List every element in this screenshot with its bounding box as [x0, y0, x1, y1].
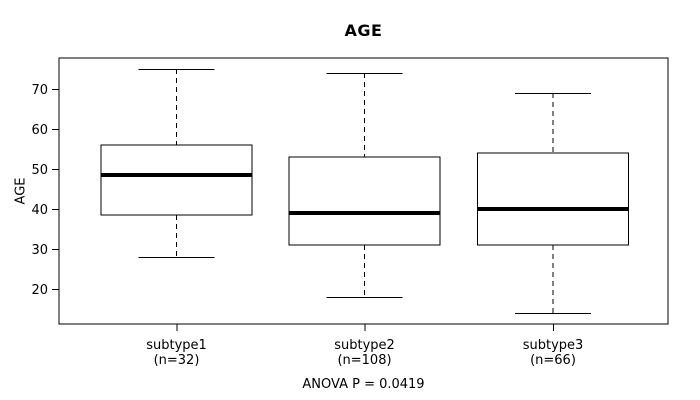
y-tick-label: 50 — [31, 163, 48, 178]
anova-p-text: ANOVA P = 0.0419 — [302, 377, 425, 392]
y-tick-label: 40 — [31, 203, 48, 218]
y-tick-label: 30 — [31, 243, 48, 258]
x-tick-label-subtype1: subtype1 — [146, 338, 207, 353]
chart-title: AGE — [344, 21, 383, 40]
x-tick-sublabel-subtype1: (n=32) — [154, 353, 200, 368]
iqr-box-subtype2 — [288, 156, 441, 246]
iqr-box-subtype1 — [100, 144, 253, 216]
x-tick-sublabel-subtype3: (n=66) — [530, 353, 576, 368]
x-tick-label-subtype3: subtype3 — [523, 338, 584, 353]
y-tick-label: 70 — [31, 83, 48, 98]
x-tick-label-subtype2: subtype2 — [334, 338, 395, 353]
iqr-box-subtype3 — [477, 152, 629, 246]
x-tick-sublabel-subtype2: (n=108) — [337, 353, 391, 368]
y-tick-label: 20 — [31, 283, 48, 298]
plot-frame — [58, 57, 669, 325]
y-tick-label: 60 — [31, 123, 48, 138]
